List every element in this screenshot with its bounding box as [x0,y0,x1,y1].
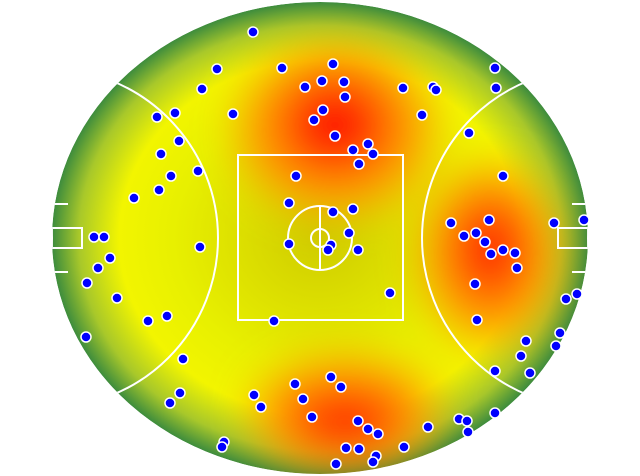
point [462,426,474,438]
point [327,58,339,70]
point [479,236,491,248]
point [255,401,267,413]
point [548,217,560,229]
point [142,315,154,327]
point [445,217,457,229]
point [174,387,186,399]
point [247,26,259,38]
point [327,206,339,218]
point [335,381,347,393]
point [216,441,228,453]
point [128,192,140,204]
point [490,82,502,94]
point [398,441,410,453]
point [571,288,583,300]
point [248,389,260,401]
point [322,244,334,256]
point [463,127,475,139]
point [81,277,93,289]
point [353,158,365,170]
point [153,184,165,196]
point [151,111,163,123]
point [416,109,428,121]
point [520,335,532,347]
point [461,415,473,427]
point [347,203,359,215]
point [550,340,562,352]
point [367,456,379,468]
point [80,331,92,343]
point [340,442,352,454]
point [524,367,536,379]
point [111,292,123,304]
point [192,165,204,177]
point [329,130,341,142]
point [308,114,320,126]
point [372,428,384,440]
point [343,227,355,239]
point [509,247,521,259]
point [317,104,329,116]
point [497,244,509,256]
point [384,287,396,299]
point [165,170,177,182]
point [352,415,364,427]
point [92,262,104,274]
point [161,310,173,322]
point [367,148,379,160]
point [515,350,527,362]
point [489,62,501,74]
point [283,197,295,209]
point [194,241,206,253]
point [177,353,189,365]
point [554,327,566,339]
point [458,230,470,242]
point [173,135,185,147]
point [283,238,295,250]
point [511,262,523,274]
point [471,314,483,326]
point [316,75,328,87]
point [352,244,364,256]
point [164,397,176,409]
point [169,107,181,119]
point [362,138,374,150]
point [268,315,280,327]
point [489,365,501,377]
point [560,293,572,305]
point [88,231,100,243]
point [330,458,342,470]
point [98,231,110,243]
point [339,91,351,103]
point [483,214,495,226]
point [325,371,337,383]
point [430,84,442,96]
point [397,82,409,94]
point [299,81,311,93]
point [196,83,208,95]
point [485,248,497,260]
point [497,170,509,182]
point [347,144,359,156]
point [489,407,501,419]
point [353,443,365,455]
point [289,378,301,390]
point [297,393,309,405]
point [276,62,288,74]
point [104,252,116,264]
point [290,170,302,182]
point [338,76,350,88]
point [470,227,482,239]
point [469,278,481,290]
point [227,108,239,120]
point [306,411,318,423]
point [578,214,590,226]
point [155,148,167,160]
point [422,421,434,433]
point [211,63,223,75]
point [362,423,374,435]
